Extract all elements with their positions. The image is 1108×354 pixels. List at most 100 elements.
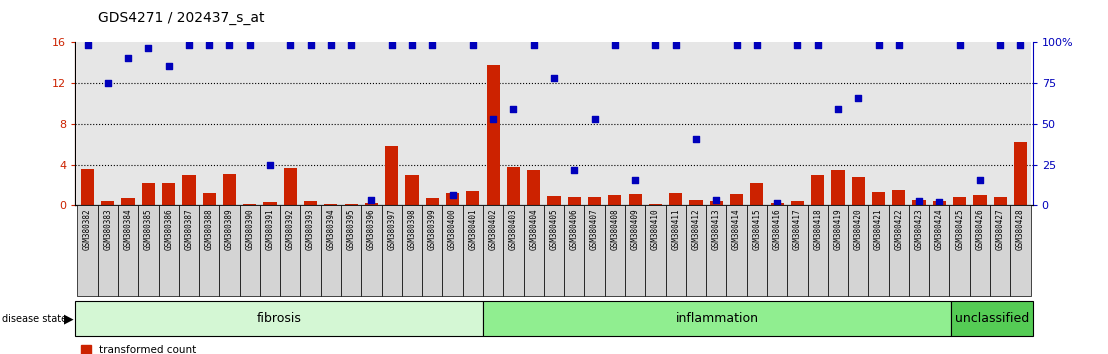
Text: GSM380395: GSM380395: [347, 208, 356, 250]
Bar: [848, 42, 869, 205]
Point: [606, 42, 624, 47]
Bar: [264, 202, 277, 205]
Bar: [994, 197, 1007, 205]
Bar: [953, 197, 966, 205]
Bar: [544, 42, 564, 205]
Bar: [260, 42, 280, 205]
Bar: [808, 42, 828, 205]
Point: [748, 42, 766, 47]
Point: [667, 42, 685, 47]
Text: GSM380393: GSM380393: [306, 208, 315, 250]
Bar: [930, 42, 950, 205]
FancyBboxPatch shape: [463, 205, 483, 296]
Bar: [243, 204, 256, 205]
Bar: [527, 170, 541, 205]
FancyBboxPatch shape: [98, 205, 117, 296]
Bar: [142, 183, 155, 205]
Bar: [203, 193, 216, 205]
Point: [586, 116, 604, 122]
Text: GSM380394: GSM380394: [327, 208, 336, 250]
Text: GSM380391: GSM380391: [266, 208, 275, 250]
FancyBboxPatch shape: [402, 205, 422, 296]
Point: [626, 177, 644, 183]
Text: GSM380385: GSM380385: [144, 208, 153, 250]
FancyBboxPatch shape: [117, 205, 138, 296]
Bar: [162, 183, 175, 205]
Bar: [239, 42, 260, 205]
Bar: [506, 167, 520, 205]
Bar: [973, 195, 986, 205]
Text: GSM380423: GSM380423: [914, 208, 924, 250]
Text: GSM380399: GSM380399: [428, 208, 437, 250]
Point: [647, 42, 665, 47]
Text: GSM380386: GSM380386: [164, 208, 173, 250]
Text: disease state: disease state: [2, 314, 68, 324]
Text: GSM380426: GSM380426: [975, 208, 984, 250]
Point: [322, 42, 340, 47]
Text: fibrosis: fibrosis: [257, 312, 301, 325]
Legend: transformed count, percentile rank within the sample: transformed count, percentile rank withi…: [81, 345, 275, 354]
Bar: [564, 42, 584, 205]
Text: GDS4271 / 202437_s_at: GDS4271 / 202437_s_at: [98, 11, 264, 25]
Point: [220, 42, 238, 47]
Bar: [284, 168, 297, 205]
Bar: [117, 42, 138, 205]
Text: GSM380413: GSM380413: [711, 208, 721, 250]
FancyBboxPatch shape: [341, 205, 361, 296]
Bar: [341, 42, 361, 205]
Point: [484, 116, 502, 122]
Text: GSM380401: GSM380401: [469, 208, 478, 250]
Bar: [750, 183, 763, 205]
Point: [201, 42, 218, 47]
Bar: [584, 42, 605, 205]
Point: [789, 42, 807, 47]
FancyBboxPatch shape: [909, 205, 930, 296]
FancyBboxPatch shape: [808, 205, 828, 296]
Point: [565, 167, 583, 172]
Text: GSM380389: GSM380389: [225, 208, 234, 250]
Text: GSM380407: GSM380407: [591, 208, 599, 250]
FancyBboxPatch shape: [483, 301, 951, 336]
Bar: [300, 42, 320, 205]
FancyBboxPatch shape: [503, 205, 524, 296]
Point: [301, 42, 319, 47]
Point: [342, 42, 360, 47]
FancyBboxPatch shape: [483, 205, 503, 296]
Bar: [588, 197, 602, 205]
Point: [809, 42, 827, 47]
FancyBboxPatch shape: [280, 205, 300, 296]
Point: [687, 136, 705, 142]
Point: [525, 42, 543, 47]
Bar: [709, 201, 722, 205]
Point: [281, 42, 299, 47]
Bar: [730, 194, 743, 205]
FancyBboxPatch shape: [584, 205, 605, 296]
Text: GSM380402: GSM380402: [489, 208, 497, 250]
FancyBboxPatch shape: [645, 205, 666, 296]
Bar: [909, 42, 930, 205]
Bar: [463, 42, 483, 205]
FancyBboxPatch shape: [788, 205, 808, 296]
Bar: [486, 65, 500, 205]
Point: [240, 42, 258, 47]
FancyBboxPatch shape: [524, 205, 544, 296]
FancyBboxPatch shape: [666, 205, 686, 296]
Bar: [608, 195, 622, 205]
Bar: [447, 193, 459, 205]
Text: GSM380406: GSM380406: [570, 208, 578, 250]
Bar: [669, 193, 683, 205]
Point: [1012, 42, 1029, 47]
Point: [79, 42, 96, 47]
Bar: [81, 169, 94, 205]
Point: [545, 75, 563, 81]
Point: [120, 55, 137, 61]
Bar: [365, 203, 378, 205]
Bar: [811, 175, 824, 205]
FancyBboxPatch shape: [951, 301, 1033, 336]
FancyBboxPatch shape: [239, 205, 260, 296]
Bar: [547, 196, 561, 205]
FancyBboxPatch shape: [219, 205, 239, 296]
Point: [951, 42, 968, 47]
Bar: [686, 42, 706, 205]
Bar: [872, 192, 885, 205]
